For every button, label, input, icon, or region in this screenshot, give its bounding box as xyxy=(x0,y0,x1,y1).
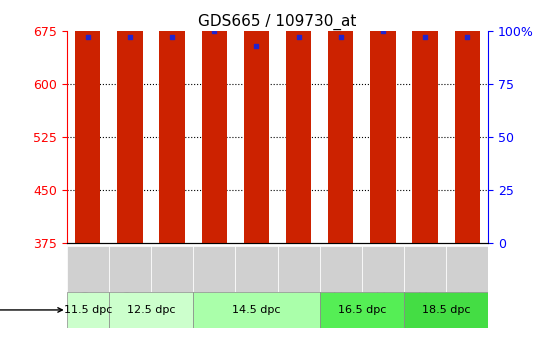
Point xyxy=(168,34,176,40)
Bar xyxy=(286,0,311,243)
Bar xyxy=(455,0,480,243)
FancyBboxPatch shape xyxy=(151,246,193,292)
Point xyxy=(252,43,261,49)
Text: 18.5 dpc: 18.5 dpc xyxy=(422,305,471,315)
FancyBboxPatch shape xyxy=(362,246,404,292)
Text: 14.5 dpc: 14.5 dpc xyxy=(232,305,281,315)
Bar xyxy=(75,0,100,243)
Bar xyxy=(117,0,143,243)
Point xyxy=(463,34,472,40)
Text: 11.5 dpc: 11.5 dpc xyxy=(63,305,112,315)
FancyBboxPatch shape xyxy=(109,292,193,328)
Point xyxy=(210,28,219,34)
Text: 12.5 dpc: 12.5 dpc xyxy=(127,305,175,315)
FancyBboxPatch shape xyxy=(446,246,488,292)
FancyBboxPatch shape xyxy=(404,292,488,328)
Point xyxy=(294,34,303,40)
Bar xyxy=(201,0,227,243)
Bar xyxy=(412,0,438,243)
Point xyxy=(83,34,92,40)
FancyBboxPatch shape xyxy=(193,246,235,292)
Point xyxy=(125,34,134,40)
FancyBboxPatch shape xyxy=(193,292,320,328)
FancyBboxPatch shape xyxy=(278,246,320,292)
FancyBboxPatch shape xyxy=(320,246,362,292)
Bar xyxy=(159,0,185,243)
Title: GDS665 / 109730_at: GDS665 / 109730_at xyxy=(198,13,357,30)
Point xyxy=(379,28,387,34)
FancyBboxPatch shape xyxy=(67,292,109,328)
FancyBboxPatch shape xyxy=(109,246,151,292)
FancyBboxPatch shape xyxy=(320,292,404,328)
Bar xyxy=(244,0,269,243)
Bar xyxy=(328,0,354,243)
Point xyxy=(421,34,430,40)
FancyBboxPatch shape xyxy=(235,246,278,292)
FancyBboxPatch shape xyxy=(67,246,109,292)
FancyBboxPatch shape xyxy=(404,246,446,292)
Bar xyxy=(370,0,396,243)
Text: development stage: development stage xyxy=(0,305,62,315)
Text: 16.5 dpc: 16.5 dpc xyxy=(337,305,386,315)
Point xyxy=(336,34,345,40)
